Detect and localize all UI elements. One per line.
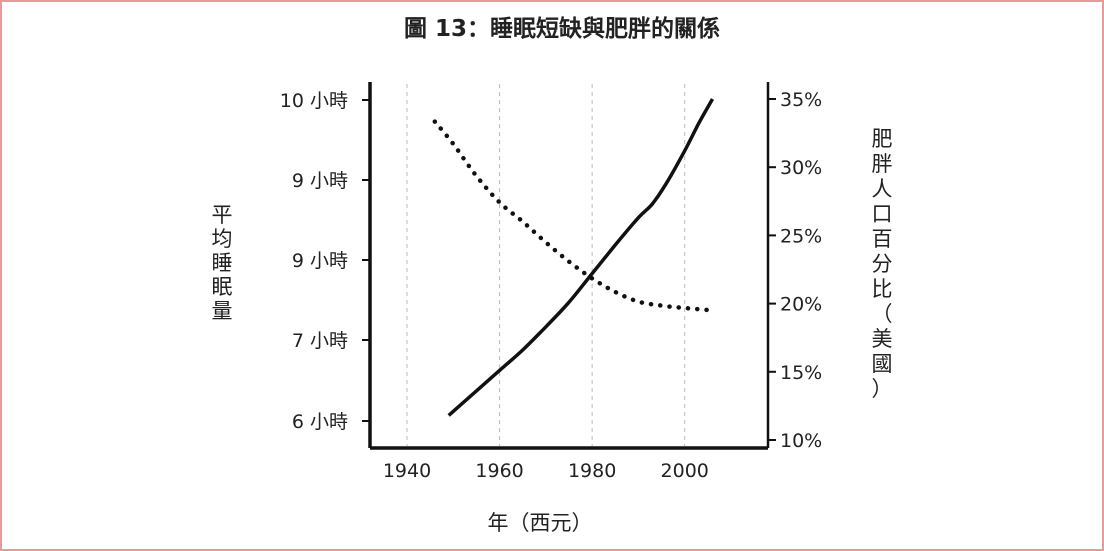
x-ticks: 1940 1960 1980 2000: [383, 460, 709, 482]
right-tick-label: 30%: [780, 157, 822, 179]
x-axis-title: 年（西元）: [488, 511, 593, 535]
left-tick-label: 7 小時: [292, 330, 348, 352]
left-tick-label: 9 小時: [292, 250, 348, 272]
grid-lines: [406, 84, 686, 446]
left-tick-label: 6 小時: [292, 411, 348, 433]
right-tick-label: 10%: [780, 430, 822, 452]
sleep-series-line: [432, 119, 715, 313]
x-tick-label: 1980: [568, 460, 616, 482]
right-tick-label: 20%: [780, 294, 822, 316]
left-tick-label: 10 小時: [280, 90, 348, 112]
left-y-axis-title: 平均睡眠量: [212, 203, 233, 323]
x-tick-label: 2000: [661, 460, 709, 482]
obesity-series-line: [447, 98, 715, 417]
right-tick-label: 15%: [780, 362, 822, 384]
right-y-axis-title: 肥胖人口百分比（美國）: [872, 127, 893, 401]
x-tick-label: 1940: [383, 460, 431, 482]
x-tick-label: 1960: [475, 460, 523, 482]
right-tick-label: 25%: [780, 225, 822, 247]
right-y-ticks: 10% 15% 20% 25% 30% 35%: [768, 89, 822, 452]
chart-title: 圖 13：睡眠短缺與肥胖的關係: [404, 15, 720, 42]
series-layer: [432, 98, 715, 417]
left-y-ticks: 6 小時 7 小時 9 小時 9 小時 10 小時: [280, 90, 370, 433]
left-tick-label: 9 小時: [292, 170, 348, 192]
right-tick-label: 35%: [780, 89, 822, 111]
